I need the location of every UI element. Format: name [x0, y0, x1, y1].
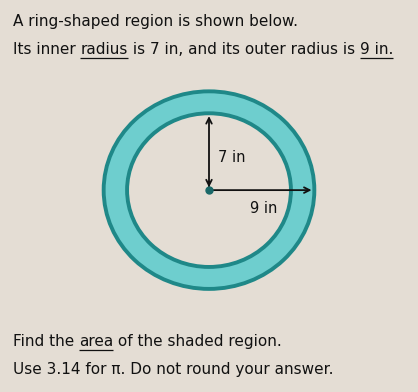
- Text: Find the: Find the: [13, 334, 79, 349]
- Text: of the shaded region.: of the shaded region.: [113, 334, 282, 349]
- Text: 7 in: 7 in: [218, 151, 246, 165]
- Text: is 7 in, and its outer radius is: is 7 in, and its outer radius is: [127, 42, 359, 57]
- Circle shape: [127, 113, 291, 267]
- Text: A ring-shaped region is shown below.: A ring-shaped region is shown below.: [13, 14, 298, 29]
- Text: Use 3.14 for π. Do not round your answer.: Use 3.14 for π. Do not round your answer…: [13, 362, 333, 377]
- Text: Its inner: Its inner: [13, 42, 80, 57]
- Circle shape: [104, 91, 314, 289]
- Text: 9 in: 9 in: [250, 201, 278, 216]
- Text: radius: radius: [80, 42, 127, 57]
- Text: area: area: [79, 334, 113, 349]
- Text: 9 in.: 9 in.: [359, 42, 393, 57]
